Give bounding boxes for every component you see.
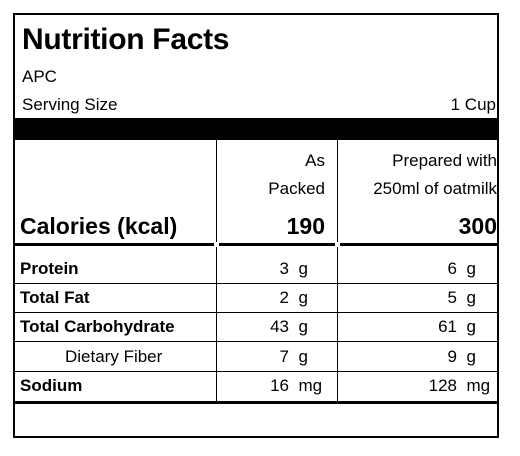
nutrient-value: 16 <box>270 376 289 395</box>
nutrient-label-dietary-fiber: Dietary Fiber <box>65 347 163 366</box>
nutrient-value: 7 <box>279 347 289 366</box>
nutrient-label-protein: Protein <box>20 259 79 278</box>
dietary-fiber-as-packed: 7 g <box>267 347 308 367</box>
nutrient-unit: mg <box>298 376 323 395</box>
total-fat-prepared: 5 g <box>427 288 476 308</box>
total-fat-as-packed: 2 g <box>267 288 308 308</box>
calories-divider <box>340 243 497 246</box>
section-divider-bar <box>15 118 497 140</box>
nutrient-value: 2 <box>279 288 289 307</box>
column-divider-2 <box>337 140 338 242</box>
row-divider <box>15 341 497 342</box>
nutrient-value: 3 <box>279 259 289 278</box>
row-divider <box>15 312 497 313</box>
dietary-fiber-prepared: 9 g <box>427 347 476 367</box>
column-header-line: Prepared with <box>392 151 497 170</box>
column-divider-4 <box>337 247 338 403</box>
nutrient-label-total-fat: Total Fat <box>20 288 90 307</box>
calories-as-packed: 190 <box>286 213 325 239</box>
nutrient-unit: g <box>466 259 476 278</box>
nutrient-label-sodium: Sodium <box>20 376 83 395</box>
sodium-prepared: 128 mg <box>427 376 490 396</box>
column-header-line: Packed <box>268 179 325 198</box>
total-carbohydrate-as-packed: 43 g <box>267 317 308 337</box>
nutrient-value: 6 <box>447 259 457 278</box>
page-title: Nutrition Facts <box>22 23 230 56</box>
serving-size-label: Serving Size <box>22 95 118 114</box>
nutrient-unit: g <box>298 347 308 366</box>
row-divider <box>15 371 497 372</box>
calories-prepared: 300 <box>458 213 497 239</box>
column-header-as-packed: As Packed <box>268 147 325 203</box>
column-header-line: As <box>305 151 325 170</box>
nutrition-facts-label: Nutrition Facts APC Serving Size 1 Cup A… <box>13 13 499 438</box>
nutrient-value: 9 <box>447 347 457 366</box>
calories-divider <box>219 243 335 246</box>
nutrient-unit: g <box>466 317 476 336</box>
footer-divider <box>15 401 497 404</box>
row-divider <box>15 283 497 284</box>
nutrient-unit: g <box>298 259 308 278</box>
nutrient-value: 61 <box>438 317 457 336</box>
column-header-prepared: Prepared with 250ml of oatmilk <box>373 147 497 203</box>
total-carbohydrate-prepared: 61 g <box>427 317 476 337</box>
nutrient-unit: g <box>298 288 308 307</box>
nutrient-value: 5 <box>447 288 457 307</box>
column-header-line: 250ml of oatmilk <box>373 179 497 198</box>
calories-divider <box>15 243 214 246</box>
nutrient-value: 128 <box>428 376 457 395</box>
nutrient-unit: g <box>466 347 476 366</box>
brand-name: APC <box>22 67 57 86</box>
column-divider-3 <box>216 247 217 403</box>
nutrient-value: 43 <box>270 317 289 336</box>
column-divider-1 <box>216 140 217 242</box>
nutrient-unit: g <box>466 288 476 307</box>
protein-prepared: 6 g <box>427 259 476 279</box>
sodium-as-packed: 16 mg <box>267 376 322 396</box>
nutrient-unit: mg <box>466 376 491 395</box>
nutrient-unit: g <box>298 317 308 336</box>
nutrient-label-total-carbohydrate: Total Carbohydrate <box>20 317 175 336</box>
serving-size-value: 1 Cup <box>450 95 496 114</box>
protein-as-packed: 3 g <box>267 259 308 279</box>
calories-label: Calories (kcal) <box>20 213 178 239</box>
